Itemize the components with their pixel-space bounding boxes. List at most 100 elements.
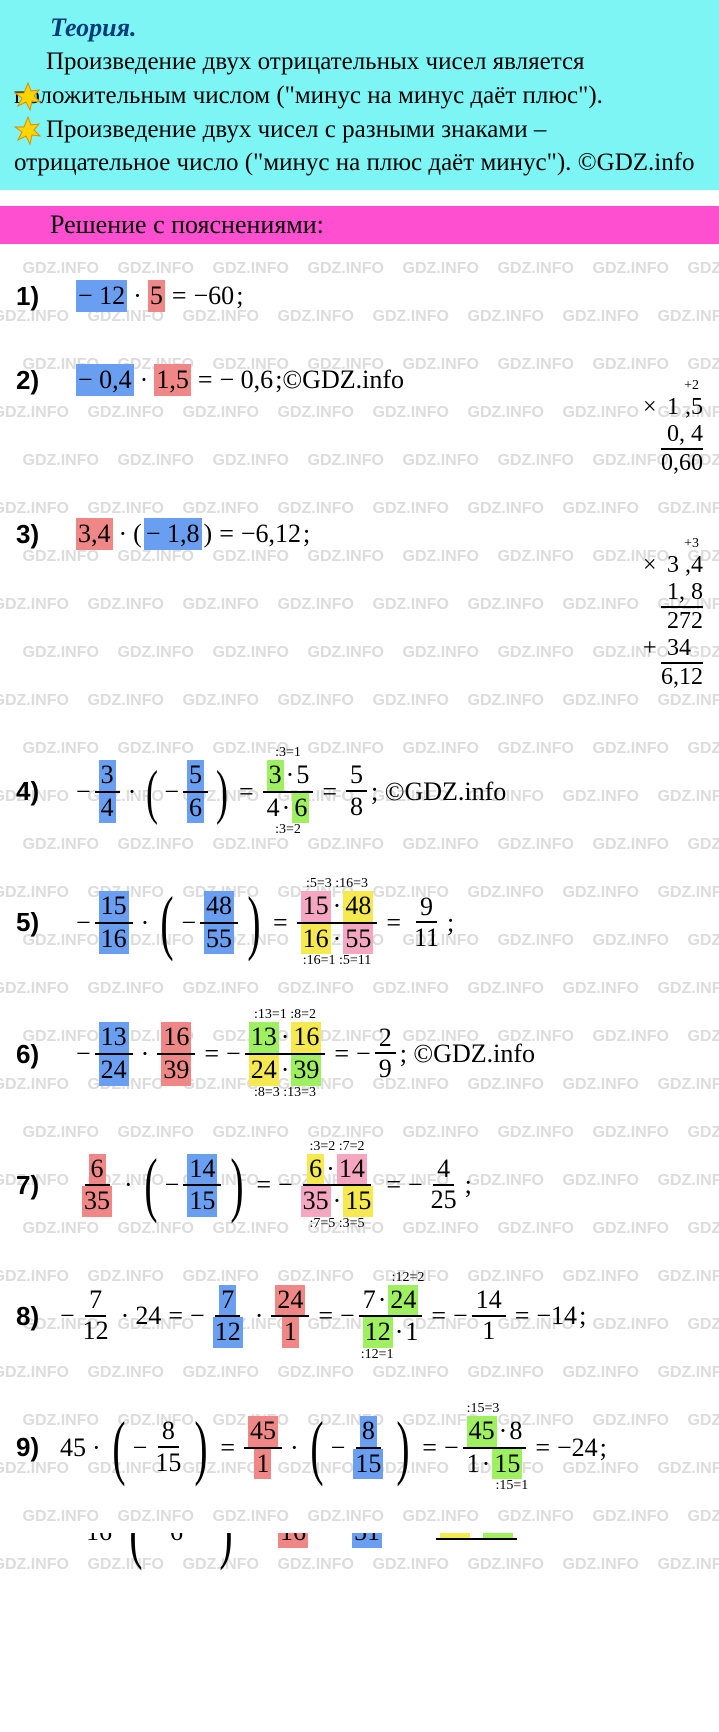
- mn2: 5: [296, 761, 309, 790]
- solution-row-2: 2) − 0,4 · 1,5 = − 0,6 ;©GDZ.info +2 ×1 …: [16, 348, 703, 412]
- mop: ·: [281, 1023, 290, 1052]
- paren-close: ): [204, 519, 213, 549]
- mn1: 15: [301, 891, 331, 922]
- middle-fraction: :5=3 :16=3 15·48 16·55 :16=1 :5=11: [295, 877, 380, 968]
- expression: 3,4 · ( − 1,8 ) = −6,12 ;: [76, 518, 310, 550]
- operand-b: − 1,8: [144, 518, 202, 550]
- mdop: ·: [333, 925, 342, 954]
- neg-sign: −: [226, 1039, 241, 1069]
- neg-sign: −: [444, 1433, 459, 1463]
- mid-fraction-2: 8 15: [349, 1416, 387, 1479]
- operand-a: − 12: [76, 280, 127, 312]
- plus-sign: +: [643, 635, 657, 662]
- f1n: 15: [99, 891, 129, 922]
- annot-bot: :8=3 :13=3: [254, 1086, 316, 1100]
- mop: ·: [286, 761, 295, 790]
- expression: − 13 24 · 16 39 = − :13=1 :8=2 13·16 24·…: [76, 1008, 535, 1099]
- mdop: ·: [482, 1450, 491, 1479]
- row-number: 8): [16, 1301, 60, 1332]
- paren-close: ): [216, 768, 228, 816]
- mn2: 14: [337, 1154, 367, 1185]
- f2d: 39: [161, 1055, 191, 1086]
- column-multiplication: +2 ×1 ,5 0, 4 0,60: [661, 378, 703, 477]
- neg-sign: −: [331, 1433, 346, 1463]
- cancel-fraction: :8=2 :17=3 16·51: [434, 1533, 519, 1570]
- fraction-1: 7 12: [79, 1286, 113, 1347]
- operand-a: 3,4: [76, 518, 113, 550]
- annot-top: :3=1: [275, 746, 301, 760]
- mn2: 48: [343, 891, 373, 922]
- paren-open: (: [129, 1533, 142, 1560]
- operator: ·: [136, 365, 153, 395]
- solution-row-10-partial: 16 ( 63 ) 16 51 :8=2 :17=3 16·51: [16, 1533, 703, 1597]
- operator: ·: [88, 1433, 105, 1463]
- f1n: 7: [85, 1286, 106, 1317]
- f1d: 24: [99, 1055, 129, 1086]
- f2d: 15: [151, 1448, 185, 1478]
- expression: − 3 4 · ( − 5 6 ) = :3=1 3·5 4·6 :3=2: [76, 746, 506, 837]
- md1: 4: [267, 794, 280, 823]
- result-fraction: 9 11: [410, 893, 443, 954]
- mn1: 3: [267, 760, 284, 791]
- result: −6,12: [241, 519, 301, 549]
- neg-sign: −: [453, 1301, 468, 1331]
- cancel-fraction: :15=3 45·8 1·15 :15=1: [461, 1402, 529, 1493]
- f1d: 16: [99, 924, 129, 955]
- rn: 9: [416, 893, 437, 924]
- m2: 51: [352, 1533, 382, 1547]
- neg-sign: −: [190, 1301, 205, 1331]
- calc-p1: 272: [667, 608, 703, 634]
- rn: 4: [433, 1155, 454, 1186]
- solution-header: Решение с пояснениями:: [0, 206, 719, 244]
- md2: 39: [291, 1055, 321, 1086]
- m1d: 1: [254, 1449, 271, 1480]
- equals: =: [234, 777, 259, 807]
- paren-open: (: [146, 768, 158, 816]
- theory-rule-2: Произведение двух чисел с разными знакам…: [14, 113, 705, 181]
- calc-bot: 0, 4: [661, 421, 703, 448]
- result-fraction: 14 1: [472, 1286, 506, 1347]
- equals: =: [417, 1433, 442, 1463]
- star-icon: [12, 81, 44, 113]
- rd: 11: [410, 923, 443, 953]
- m2n: 8: [360, 1416, 377, 1447]
- fraction-1: 15 16: [95, 891, 133, 954]
- calc-p2: 34: [667, 635, 703, 661]
- equals: =: [193, 365, 218, 395]
- integer: 24: [135, 1301, 161, 1331]
- equals: =: [199, 1039, 224, 1069]
- rn: 14: [472, 1286, 506, 1317]
- f2-den: 6: [187, 793, 204, 824]
- mdop: ·: [282, 794, 291, 823]
- expression: − 0,4 · 1,5 = − 0,6 ;©GDZ.info: [76, 364, 404, 396]
- md1: 16: [301, 924, 331, 955]
- carry: +3: [661, 536, 703, 552]
- annot-top: :15=3: [461, 1402, 500, 1416]
- rn: 2: [375, 1024, 396, 1055]
- theory-title: Теория.: [50, 10, 705, 45]
- m1n: 7: [219, 1285, 236, 1316]
- mult-sign: ×: [643, 394, 657, 421]
- solution-row-7: 7) 6 35 · ( − 14 15 ) = − :3=2 :7=2 6·14…: [16, 1140, 703, 1231]
- neg-sign: −: [164, 777, 179, 807]
- neg-sign: −: [408, 1170, 423, 1200]
- operand-b: 5: [148, 280, 165, 312]
- expression: − 7 12 · 24 = − 7 12 · 24 1 = − :12=2: [60, 1271, 586, 1362]
- solution-row-5: 5) − 15 16 · ( − 48 55 ) = :5=3 :16=3 15…: [16, 877, 703, 968]
- annot-top: :3=2 :7=2: [309, 1140, 364, 1154]
- equals: =: [530, 1433, 555, 1463]
- md1: 1: [467, 1450, 480, 1479]
- mdop: ·: [281, 1056, 290, 1085]
- equals: =: [426, 1301, 451, 1331]
- operator: ·: [117, 1301, 134, 1331]
- operator: ·: [251, 1301, 268, 1331]
- f1-num: 3: [99, 760, 116, 791]
- expression: 16 ( 63 ) 16 51 :8=2 :17=3 16·51: [76, 1533, 519, 1570]
- f1n: 6: [89, 1154, 106, 1185]
- f2n: 14: [187, 1154, 217, 1185]
- paren-close: ): [247, 894, 260, 952]
- f2d: 15: [187, 1186, 217, 1217]
- mn1: 13: [249, 1022, 279, 1053]
- f2n: 8: [158, 1417, 179, 1448]
- neg-sign: −: [76, 777, 91, 807]
